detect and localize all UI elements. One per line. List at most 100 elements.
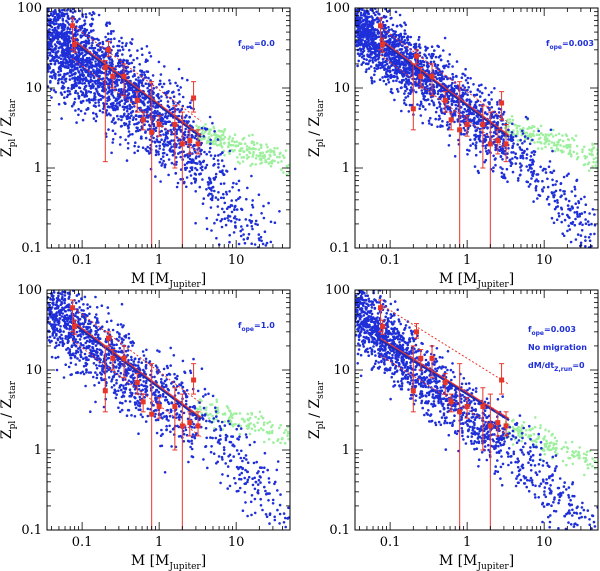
model-point [211,194,214,198]
model-point [177,67,181,71]
model-point [97,38,100,42]
model-point [387,41,391,44]
model-point [164,131,168,134]
model-point [219,153,222,156]
model-point [414,90,418,94]
model-point [98,55,102,58]
model-point [535,185,538,188]
model-point [475,141,478,144]
model-point [101,40,105,44]
model-point [505,167,509,171]
model-point [468,98,471,102]
model-point [525,147,529,151]
model-point [77,81,80,85]
model-point [55,29,58,32]
model-point [472,83,475,86]
model-point [115,102,119,105]
model-point [112,118,115,122]
model-point [222,192,225,196]
model-point [101,111,105,114]
model-point [474,106,478,110]
model-point [492,166,495,169]
x-tick-label: 0.1 [72,253,93,268]
model-point [142,71,146,74]
light-model-point [247,134,251,137]
model-point [363,27,367,31]
model-point [118,65,121,68]
light-model-point [248,147,252,151]
model-point [548,160,552,163]
model-point [367,62,370,65]
model-point [160,95,163,98]
model-point [214,196,218,199]
light-model-point [581,150,584,154]
model-point [269,220,273,224]
model-point [63,90,66,94]
light-model-point [508,121,511,125]
model-point [94,52,98,55]
model-point [71,84,74,87]
model-point [120,115,123,118]
light-model-point [203,131,207,134]
model-point [138,63,141,66]
model-point [457,138,460,142]
model-point [192,120,195,123]
model-point [405,48,408,51]
model-point [90,36,94,39]
model-point [514,162,518,165]
model-point [83,19,86,23]
model-point [466,148,469,152]
model-point [59,69,63,73]
model-point [81,92,85,95]
model-point [219,219,222,223]
model-point [209,146,212,150]
light-model-point [263,153,266,157]
light-model-point [539,132,543,135]
model-point [53,29,56,32]
model-point [401,36,404,39]
light-model-point [590,152,594,156]
model-point [73,97,77,101]
model-point [384,15,388,19]
model-point [59,91,63,95]
model-point [127,127,130,130]
observed-point [140,111,146,131]
model-point [452,75,455,79]
model-point [127,130,131,133]
model-point [359,17,363,20]
light-model-point [256,421,259,425]
model-point [58,46,62,49]
model-point [61,60,65,64]
light-model-point [207,131,211,134]
model-point [144,130,147,133]
model-point [116,106,119,109]
model-point [207,183,210,186]
model-point [64,77,68,81]
model-point [73,68,76,71]
model-point [376,66,380,70]
model-series [47,8,281,248]
model-point [578,215,581,218]
model-point [404,89,407,93]
light-model-point [210,403,214,406]
model-point [86,33,89,37]
light-model-point [526,134,529,137]
model-point [372,56,376,60]
observed-point [418,67,424,89]
model-point [149,104,152,107]
model-point [484,144,487,148]
light-model-point [257,154,261,158]
model-point [399,70,403,74]
model-point [210,192,213,196]
model-point [385,57,389,60]
model-point [509,164,513,167]
model-point [417,81,421,85]
light-model-point [269,148,272,152]
model-point [486,112,489,116]
model-point [383,68,386,71]
model-point [102,95,105,99]
light-model-point [283,431,286,435]
ticks [355,7,599,249]
model-point [48,32,51,35]
model-point [54,60,57,63]
